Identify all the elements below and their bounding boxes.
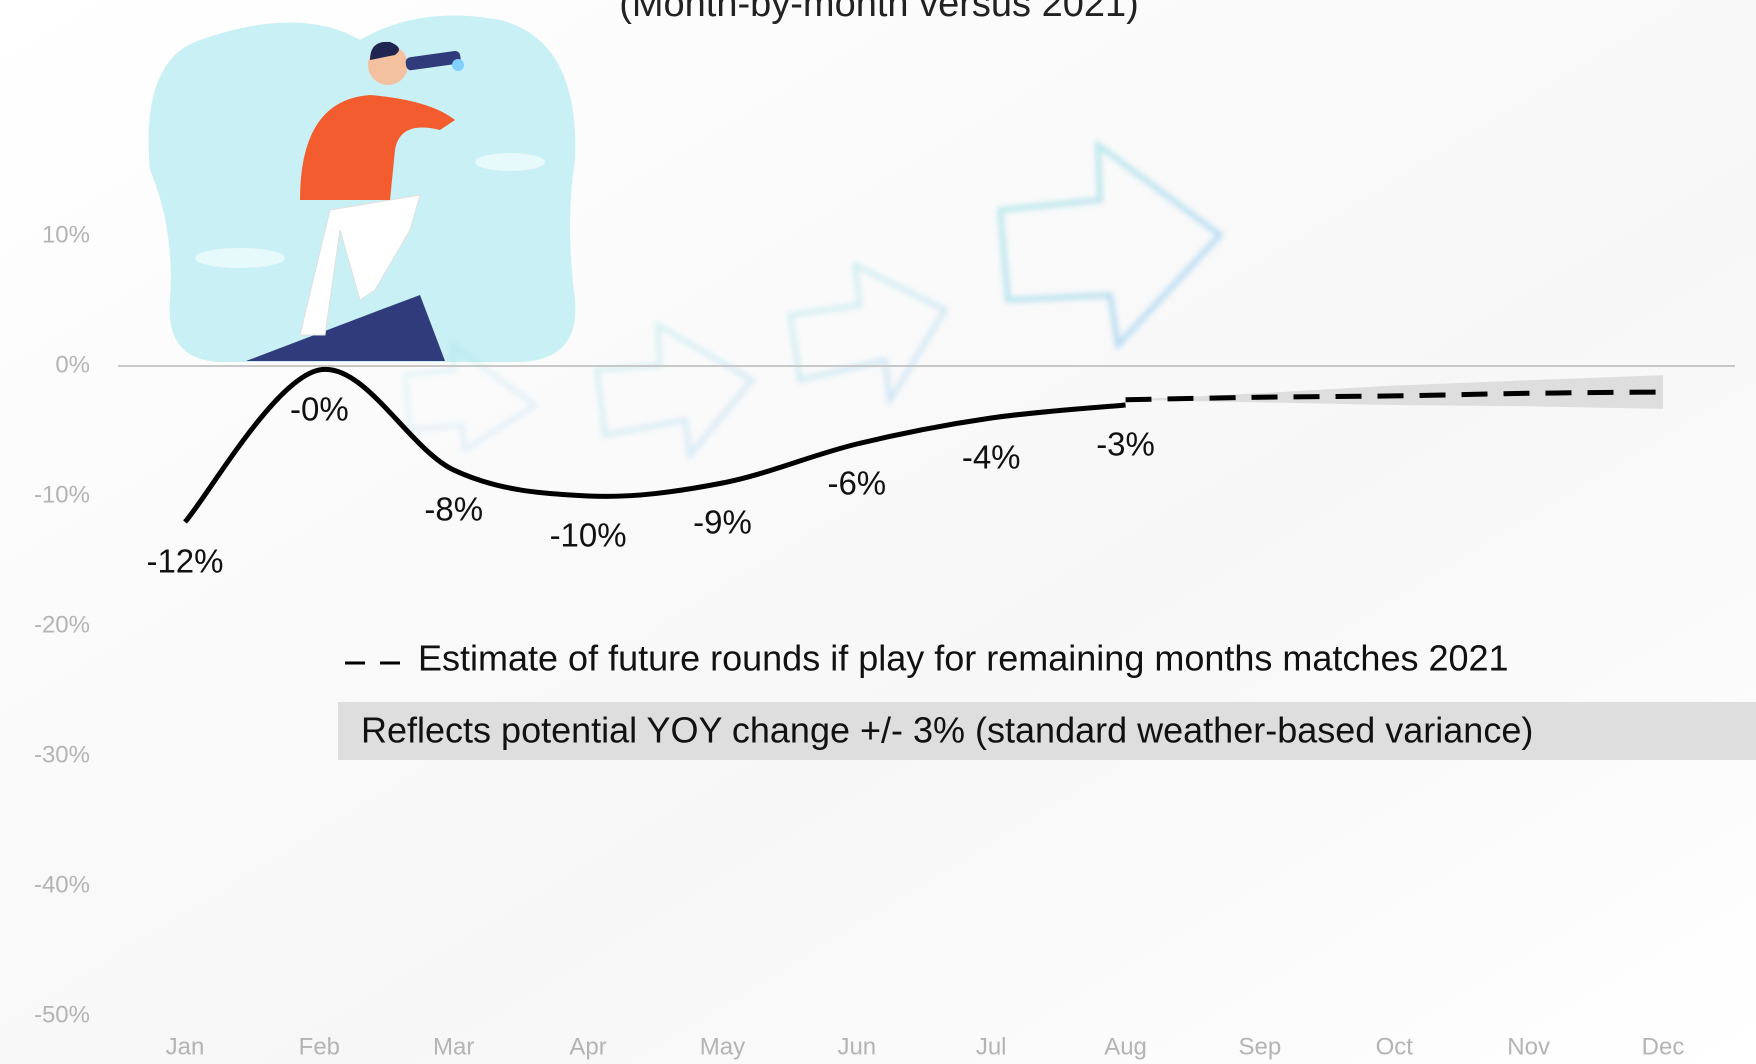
data-label: -4% — [962, 439, 1021, 476]
y-tick-label: -40% — [34, 871, 90, 898]
data-label: -9% — [693, 504, 752, 541]
x-tick-label: Jun — [837, 1033, 876, 1060]
x-tick-label: Aug — [1104, 1033, 1147, 1060]
data-label: -8% — [424, 491, 483, 528]
x-tick-label: May — [700, 1033, 745, 1060]
x-tick-label: Feb — [299, 1033, 340, 1060]
y-tick-label: 10% — [42, 221, 90, 248]
y-tick-label: -30% — [34, 741, 90, 768]
data-label: -12% — [146, 543, 223, 580]
legend-label: Reflects potential YOY change +/- 3% (st… — [361, 710, 1533, 751]
x-tick-label: Oct — [1376, 1033, 1414, 1060]
y-tick-label: 0% — [55, 351, 90, 378]
x-tick-label: Jul — [976, 1033, 1007, 1060]
x-tick-label: Mar — [433, 1033, 474, 1060]
data-label: -6% — [827, 465, 886, 502]
x-tick-label: Dec — [1642, 1033, 1685, 1060]
x-tick-label: Jan — [166, 1033, 205, 1060]
data-label: -0% — [290, 391, 349, 428]
illustration — [149, 16, 576, 363]
data-label: -10% — [550, 517, 627, 554]
legend-label: Estimate of future rounds if play for re… — [418, 638, 1509, 679]
data-label: -3% — [1096, 426, 1155, 463]
y-tick-label: -10% — [34, 481, 90, 508]
x-tick-label: Apr — [569, 1033, 606, 1060]
chart-subtitle: (Month-by-month versus 2021) — [619, 0, 1139, 25]
x-tick-label: Nov — [1507, 1033, 1550, 1060]
y-tick-label: -20% — [34, 611, 90, 638]
chart: (Month-by-month versus 2021) -50% -40% -30… — [0, 0, 1756, 1064]
y-tick-label: -50% — [34, 1001, 90, 1028]
x-tick-label: Sep — [1239, 1033, 1282, 1060]
